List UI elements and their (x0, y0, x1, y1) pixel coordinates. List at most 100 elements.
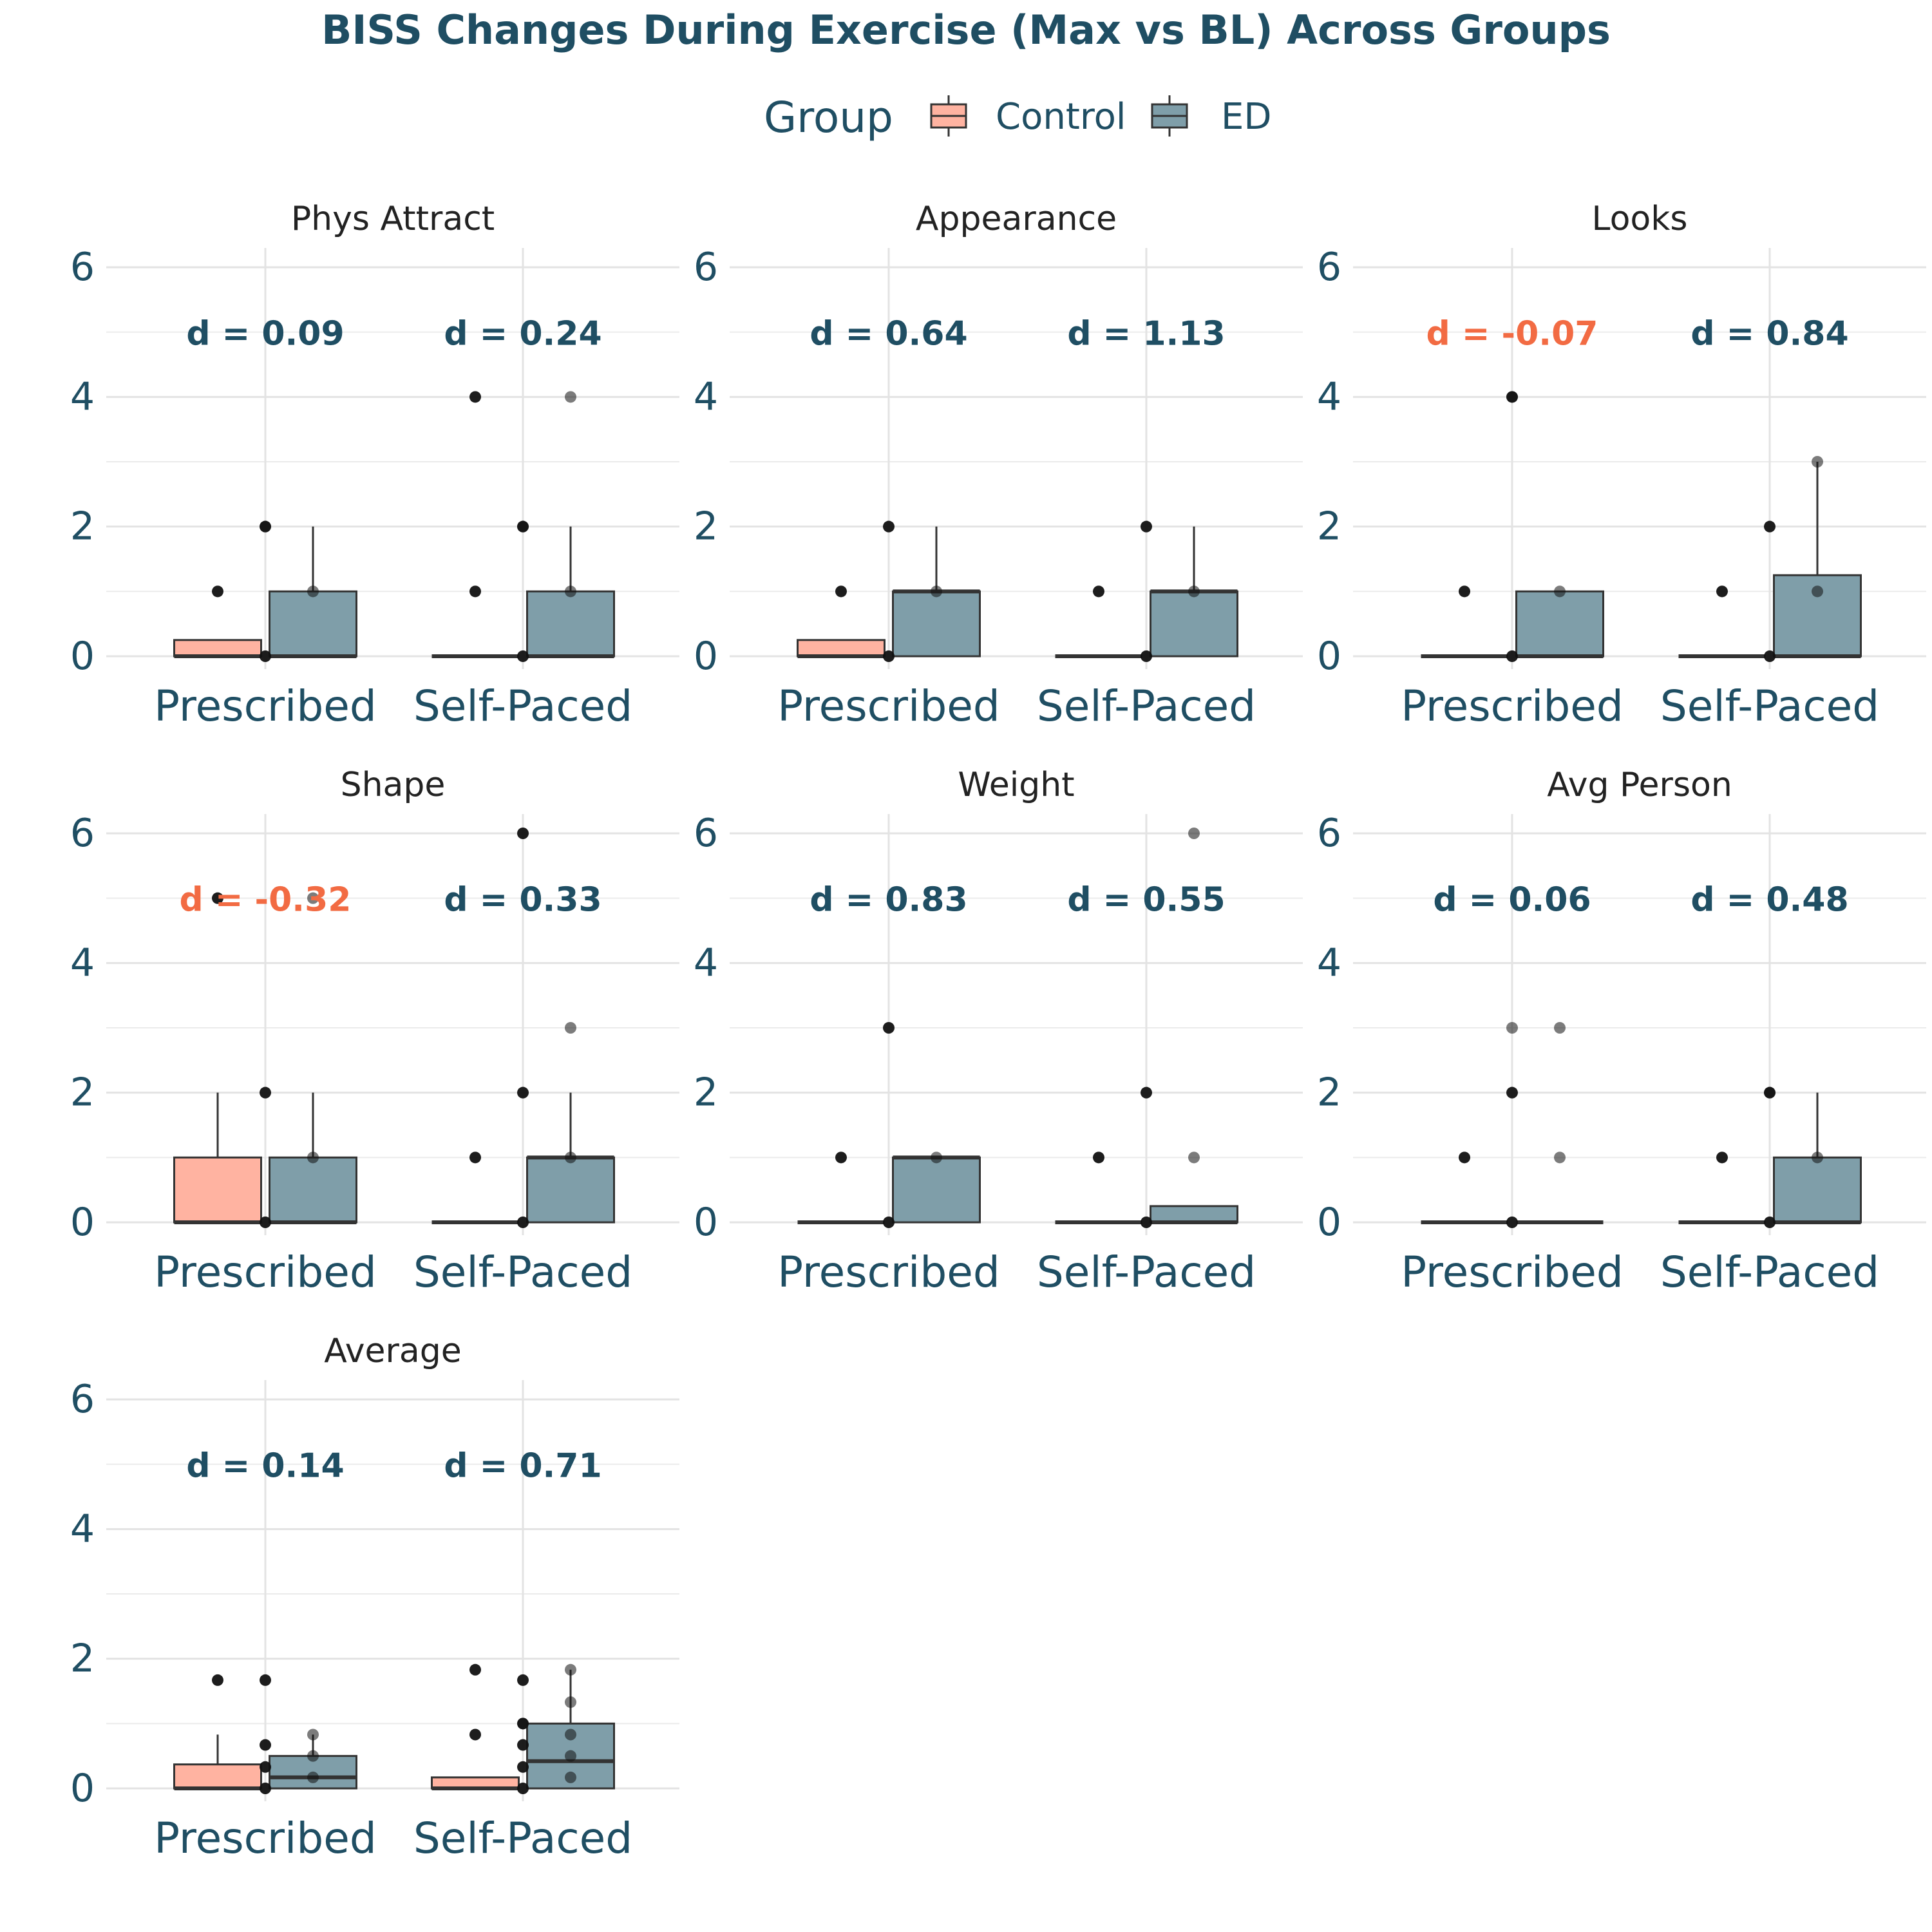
data-point (1716, 1151, 1728, 1164)
data-point (565, 1151, 576, 1164)
data-point (260, 1674, 271, 1686)
data-point (883, 520, 895, 533)
panel-title: Looks (1592, 200, 1688, 238)
data-point (307, 1151, 319, 1164)
effect-size-label: d = 0.14 (186, 1447, 344, 1486)
x-tick-label: Self-Paced (413, 1247, 632, 1297)
y-tick-label: 4 (70, 1506, 95, 1551)
iqr-box (526, 590, 615, 658)
box-self-paced-control (1055, 1151, 1142, 1224)
data-point (565, 1750, 576, 1762)
data-point (307, 892, 319, 904)
data-point (517, 1217, 529, 1228)
data-point (469, 585, 481, 598)
data-point (469, 1151, 481, 1164)
data-point (260, 1761, 271, 1773)
data-point (260, 1739, 271, 1751)
data-point (931, 585, 942, 598)
x-tick-label: Prescribed (1401, 681, 1623, 731)
legend-label-ed: ED (1221, 96, 1272, 138)
panel-appearance: Appearance 0 2 4 6 Prescribed Self-Paced d = 0.… (694, 200, 1303, 731)
panel-phys-attract: Phys Attract 0 2 4 6 Prescribed Self-Paced d = … (70, 200, 679, 731)
panel-title: Weight (958, 766, 1074, 804)
data-point (1506, 650, 1518, 662)
y-tick-label: 6 (1317, 245, 1341, 290)
effect-size-label: d = -0.32 (180, 881, 352, 920)
data-point (1554, 1022, 1566, 1034)
box-prescribed-ed (260, 892, 357, 1228)
data-point (565, 391, 576, 403)
box-prescribed-control (797, 1151, 885, 1224)
iqr-box (173, 1763, 262, 1790)
data-point (517, 1674, 529, 1686)
data-point (1188, 1151, 1200, 1164)
box-self-paced-ed (1141, 520, 1238, 662)
data-point (1764, 520, 1776, 533)
data-point (517, 1739, 529, 1751)
data-point (1141, 520, 1152, 533)
box-self-paced-control (431, 391, 529, 658)
data-point (883, 650, 895, 662)
data-point (565, 585, 576, 598)
data-point (1812, 1151, 1823, 1164)
effect-size-label: d = 0.06 (1433, 881, 1591, 920)
data-point (469, 391, 481, 403)
data-point (1093, 585, 1104, 598)
effect-size-label: d = 0.55 (1067, 881, 1225, 920)
box-prescribed-control (1421, 1022, 1518, 1224)
box-prescribed-control (173, 892, 262, 1224)
data-point (260, 1086, 271, 1099)
iqr-box (1150, 590, 1238, 658)
y-tick-label: 0 (70, 634, 95, 679)
iqr-box (173, 639, 262, 658)
box-self-paced-ed (1764, 1086, 1862, 1228)
effect-size-label: d = 0.83 (810, 881, 967, 920)
x-tick-label: Self-Paced (1660, 681, 1879, 731)
panel-avg-person: Avg Person 0 2 4 6 Prescribed Self-Paced d = 0.… (1317, 766, 1926, 1297)
data-point (883, 1217, 895, 1228)
y-tick-label: 6 (694, 811, 718, 856)
data-point (565, 1728, 576, 1741)
data-point (212, 585, 223, 598)
x-tick-label: Self-Paced (1037, 1247, 1256, 1297)
y-tick-label: 6 (1317, 811, 1341, 856)
y-tick-label: 6 (70, 245, 95, 290)
effect-size-label: d = 1.13 (1067, 315, 1225, 354)
facet-panels: Phys Attract 0 2 4 6 Prescribed Self-Paced d = … (70, 200, 1926, 1863)
y-tick-label: 0 (694, 634, 718, 679)
panel-weight: Weight 0 2 4 6 Prescribed Self-Paced d = 0.83 d … (694, 766, 1303, 1297)
box-self-paced-control (1055, 585, 1142, 658)
data-point (307, 1750, 319, 1762)
data-point (565, 1771, 576, 1783)
y-tick-label: 4 (1317, 940, 1341, 985)
x-tick-label: Self-Paced (413, 1814, 632, 1863)
box-prescribed-control (173, 1674, 262, 1790)
y-tick-label: 0 (694, 1200, 718, 1245)
iqr-box (526, 1156, 615, 1224)
data-point (469, 1728, 481, 1741)
box-self-paced-ed (517, 828, 615, 1228)
panel-looks: Looks 0 2 4 6 Prescribed Self-Paced d = -0.07 d … (1317, 200, 1926, 731)
iqr-box (269, 1156, 357, 1224)
data-point (517, 1761, 529, 1773)
legend: Group Control ED (764, 93, 1272, 142)
box-self-paced-control (1678, 1086, 1776, 1224)
data-point (1506, 1022, 1518, 1034)
data-point (1141, 1086, 1152, 1099)
box-prescribed-control (173, 520, 271, 658)
box-self-paced-ed (517, 391, 615, 662)
panel-title: Shape (341, 766, 446, 804)
data-point (260, 650, 271, 662)
data-point (1764, 650, 1776, 662)
y-tick-label: 6 (694, 245, 718, 290)
x-tick-label: Self-Paced (413, 681, 632, 731)
x-tick-label: Prescribed (154, 681, 376, 731)
box-self-paced-control (431, 1663, 529, 1790)
y-tick-label: 4 (70, 374, 95, 419)
data-point (1554, 1151, 1566, 1164)
y-tick-label: 2 (1317, 504, 1341, 549)
effect-size-label: d = 0.09 (186, 315, 344, 354)
data-point (517, 828, 529, 839)
box-prescribed-ed (883, 520, 981, 662)
y-tick-label: 4 (70, 940, 95, 985)
